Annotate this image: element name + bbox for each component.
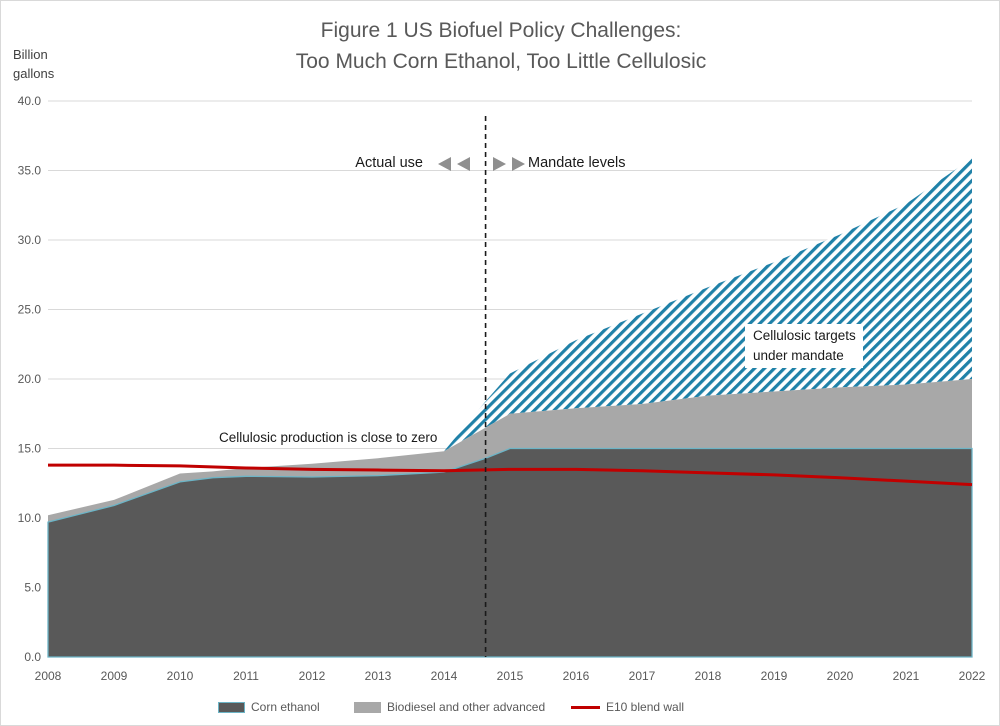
- e10-blend-wall-line: [48, 463, 973, 487]
- cellulosic-mandate-area: [444, 157, 972, 452]
- x-tick-label: 2012: [299, 669, 326, 683]
- y-tick-label: 0.0: [24, 650, 41, 664]
- corn-ethanol-swatch: [218, 701, 245, 713]
- y-tick-label: 20.0: [18, 372, 42, 386]
- legend-item-e10-blend-wall: E10 blend wall: [571, 699, 684, 715]
- actual-use-label: Actual use: [355, 155, 423, 171]
- x-tick-label: 2021: [893, 669, 920, 683]
- right-arrow-icon: [493, 157, 506, 171]
- x-tick-label: 2015: [497, 669, 524, 683]
- x-tick-label: 2014: [431, 669, 458, 683]
- x-tick-label: 2009: [101, 669, 128, 683]
- mandate-levels-label: Mandate levels: [528, 155, 626, 171]
- legend-item-biodiesel: Biodiesel and other advanced: [354, 699, 545, 715]
- e10-blend-wall-swatch: [571, 705, 600, 709]
- legend-label: Biodiesel and other advanced: [387, 700, 546, 714]
- y-tick-label: 40.0: [18, 94, 42, 108]
- cellulosic-zero-annotation: Cellulosic production is close to zero: [219, 430, 438, 445]
- x-tick-label: 2022: [959, 669, 986, 683]
- x-tick-label: 2013: [365, 669, 392, 683]
- x-tick-label: 2010: [167, 669, 194, 683]
- y-tick-label: 5.0: [24, 581, 41, 595]
- legend-label: E10 blend wall: [606, 700, 685, 714]
- chart-title: Figure 1 US Biofuel Policy Challenges: T…: [1, 15, 999, 77]
- x-tick-label: 2017: [629, 669, 656, 683]
- right-arrow-icon: [512, 157, 525, 171]
- chart-legend: Corn ethanol Biodiesel and other advance…: [1, 699, 999, 719]
- left-arrow-icon: [438, 157, 451, 171]
- y-tick-label: 25.0: [18, 303, 42, 317]
- y-tick-label: 35.0: [18, 164, 42, 178]
- x-tick-label: 2016: [563, 669, 590, 683]
- cellulosic-targets-callout: Cellulosic targets under mandate: [745, 324, 863, 368]
- legend-label: Corn ethanol: [251, 700, 320, 714]
- x-tick-label: 2008: [35, 669, 62, 683]
- y-tick-label: 30.0: [18, 233, 42, 247]
- x-tick-label: 2019: [761, 669, 788, 683]
- y-tick-label: 15.0: [18, 442, 42, 456]
- y-tick-label: 10.0: [18, 511, 42, 525]
- corn-ethanol-area: [47, 447, 973, 658]
- x-tick-label: 2020: [827, 669, 854, 683]
- biodiesel-swatch: [354, 701, 381, 713]
- x-tick-label: 2018: [695, 669, 722, 683]
- left-arrow-icon: [457, 157, 470, 171]
- legend-item-corn-ethanol: Corn ethanol: [218, 699, 320, 715]
- y-axis-unit-label: Billion gallons: [13, 47, 55, 81]
- chart-title-line2: Too Much Corn Ethanol, Too Little Cellul…: [295, 50, 707, 73]
- x-tick-label: 2011: [233, 669, 259, 683]
- chart-title-line1: Figure 1 US Biofuel Policy Challenges:: [320, 19, 682, 42]
